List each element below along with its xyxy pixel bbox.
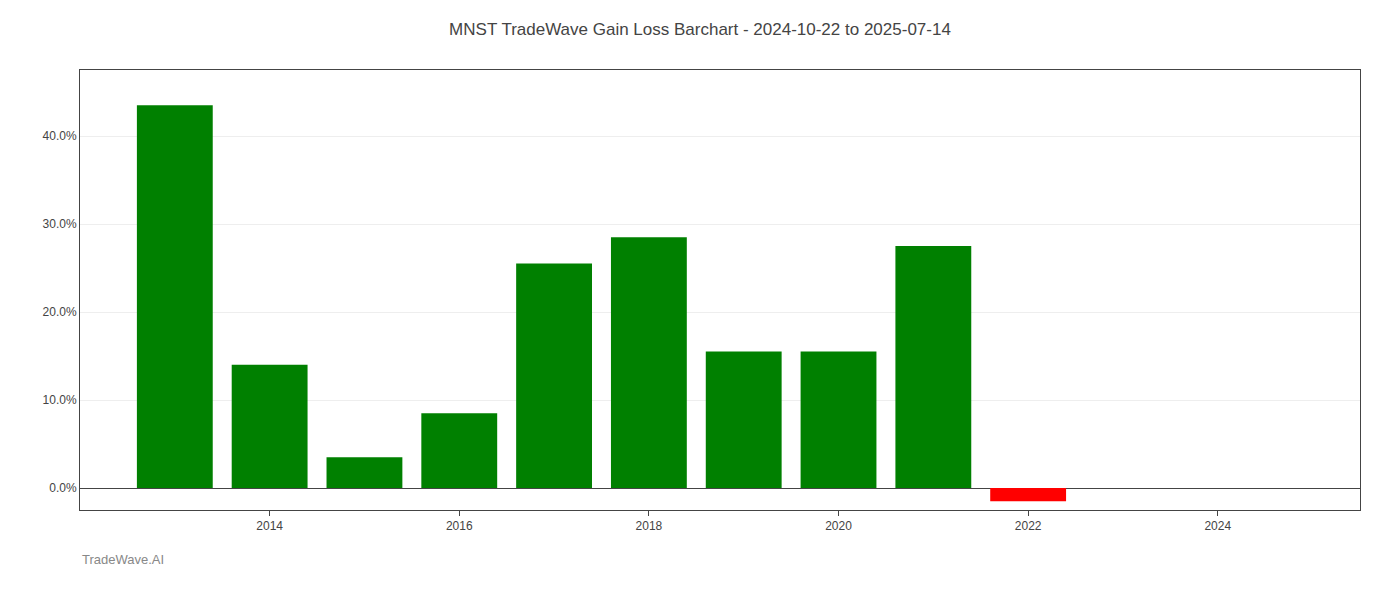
svg-text:30.0%: 30.0% — [43, 217, 77, 231]
svg-text:2016: 2016 — [446, 519, 473, 533]
svg-text:10.0%: 10.0% — [43, 393, 77, 407]
svg-text:2022: 2022 — [1015, 519, 1042, 533]
svg-text:MNST TradeWave Gain Loss Barch: MNST TradeWave Gain Loss Barchart - 2024… — [449, 20, 951, 39]
svg-text:0.0%: 0.0% — [49, 481, 77, 495]
svg-text:2018: 2018 — [636, 519, 663, 533]
svg-text:2024: 2024 — [1204, 519, 1231, 533]
svg-text:2020: 2020 — [825, 519, 852, 533]
svg-text:20.0%: 20.0% — [43, 305, 77, 319]
svg-text:40.0%: 40.0% — [43, 129, 77, 143]
svg-text:2014: 2014 — [256, 519, 283, 533]
svg-text:TradeWave.AI: TradeWave.AI — [82, 552, 164, 567]
